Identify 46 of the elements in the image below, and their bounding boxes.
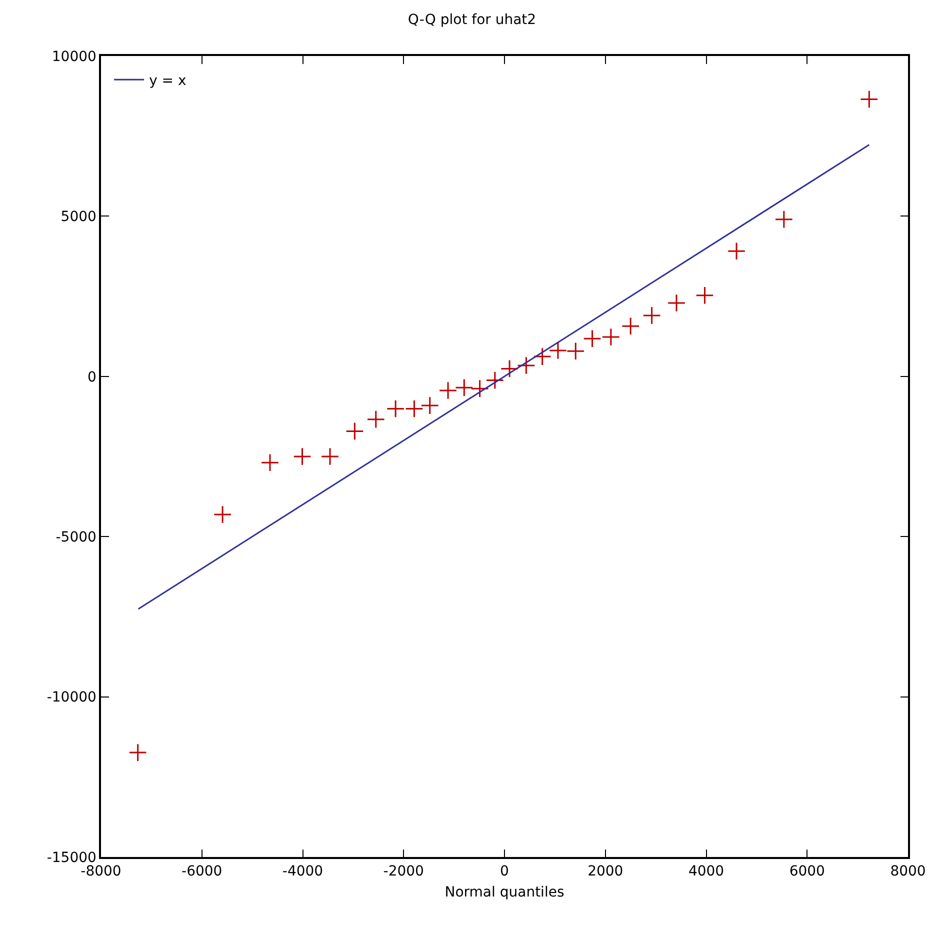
point <box>602 328 620 346</box>
x-tick-label: 4000 <box>688 864 724 880</box>
point <box>774 210 794 229</box>
point <box>667 294 686 312</box>
point <box>346 422 364 440</box>
x-tick-label: 2000 <box>588 864 624 880</box>
point <box>455 378 474 397</box>
point <box>486 371 504 390</box>
point <box>213 505 232 524</box>
x-tick-label: -6000 <box>182 864 222 880</box>
y-tick-label: 5000 <box>60 209 96 226</box>
x-tick-label: -8000 <box>80 864 122 880</box>
point <box>438 381 458 400</box>
point <box>696 286 714 304</box>
y-tick-label: -15000 <box>46 850 96 866</box>
point <box>366 410 386 428</box>
point <box>533 347 552 366</box>
point <box>621 316 640 336</box>
point <box>583 329 602 348</box>
point <box>727 242 746 260</box>
point <box>517 356 536 375</box>
point <box>470 379 489 398</box>
point <box>642 306 661 325</box>
x-tick-label: -4000 <box>282 864 324 880</box>
x-tick-label: 8000 <box>890 864 926 880</box>
point <box>260 453 280 472</box>
point <box>293 447 312 466</box>
x-tick-label: 6000 <box>789 864 825 880</box>
x-tick-label: -2000 <box>383 864 424 880</box>
chart-title: Q-Q plot for uhat2 <box>408 12 536 28</box>
point <box>128 743 147 762</box>
point <box>320 447 340 466</box>
y-tick-label: 10000 <box>52 48 96 65</box>
point <box>566 342 585 360</box>
y-tick-label: -10000 <box>46 690 96 706</box>
point <box>860 90 878 108</box>
point <box>548 341 568 360</box>
y-tick-label: -5000 <box>56 530 96 546</box>
point <box>405 400 424 418</box>
legend-label: y = x <box>149 73 186 90</box>
x-axis-title: Normal quantiles <box>444 884 564 900</box>
x-tick-label: 0 <box>500 864 509 880</box>
point <box>500 360 519 378</box>
y-tick-label: 0 <box>88 369 96 386</box>
point <box>386 400 405 418</box>
point <box>420 396 439 415</box>
